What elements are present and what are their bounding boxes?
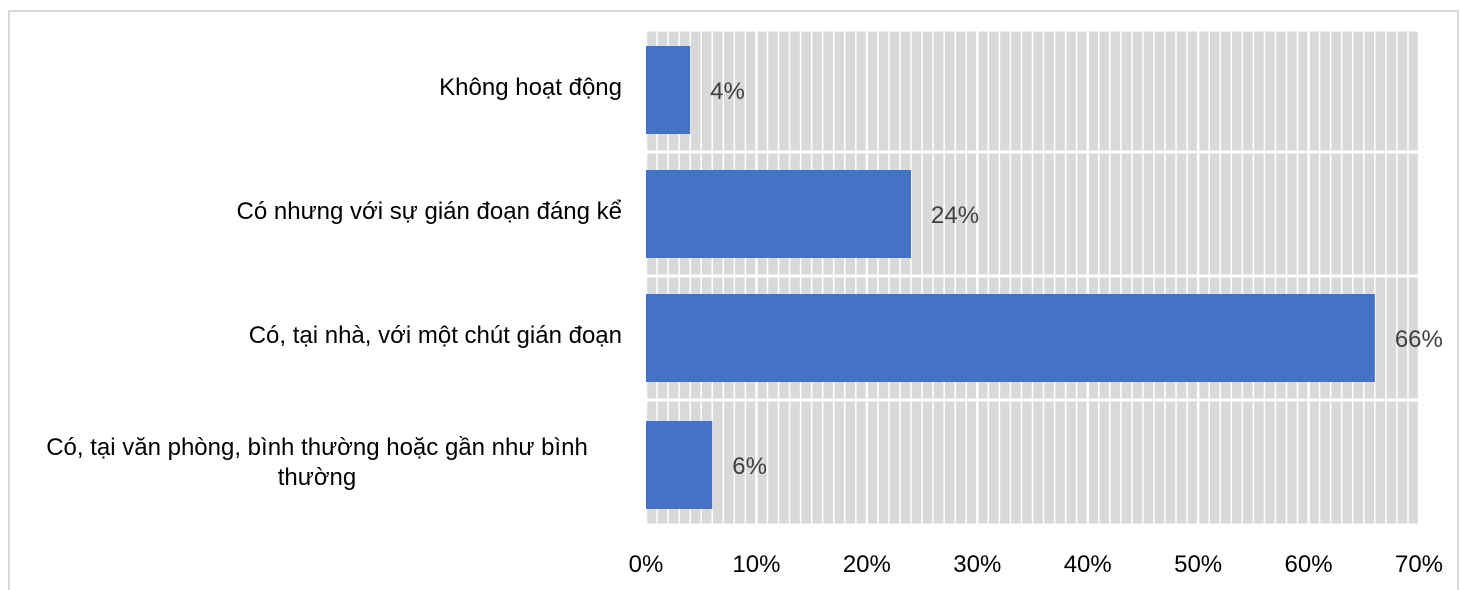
bar <box>646 46 691 134</box>
x-tick-label: 50% <box>1174 551 1222 578</box>
x-tick-label: 40% <box>1064 551 1112 578</box>
bar <box>646 294 1375 382</box>
bar <box>646 170 912 258</box>
data-label: 66% <box>1395 326 1443 353</box>
bars <box>646 46 1375 509</box>
data-label: 6% <box>732 453 767 480</box>
data-labels: 4% 24% 66% 6% <box>710 78 1443 480</box>
data-label: 24% <box>931 202 979 229</box>
x-tick-label: 70% <box>1395 551 1443 578</box>
x-tick-label: 0% <box>629 551 664 578</box>
bar <box>646 421 713 509</box>
category-label: Có, tại văn phòng, bình thường hoặc gần … <box>46 434 588 491</box>
data-label: 4% <box>710 78 745 105</box>
x-tick-label: 30% <box>953 551 1001 578</box>
category-label: Không hoạt động <box>439 74 622 101</box>
x-tick-label: 10% <box>732 551 780 578</box>
category-label: Có nhưng với sự gián đoạn đáng kể <box>236 198 622 225</box>
x-tick-label: 60% <box>1285 551 1333 578</box>
category-label: Có, tại nhà, với một chút gián đoạn <box>248 322 622 349</box>
chart-frame <box>8 10 1459 590</box>
x-tick-label: 20% <box>843 551 891 578</box>
x-axis-ticks: 0% 10% 20% 30% 40% 50% 60% 70% <box>629 551 1443 578</box>
